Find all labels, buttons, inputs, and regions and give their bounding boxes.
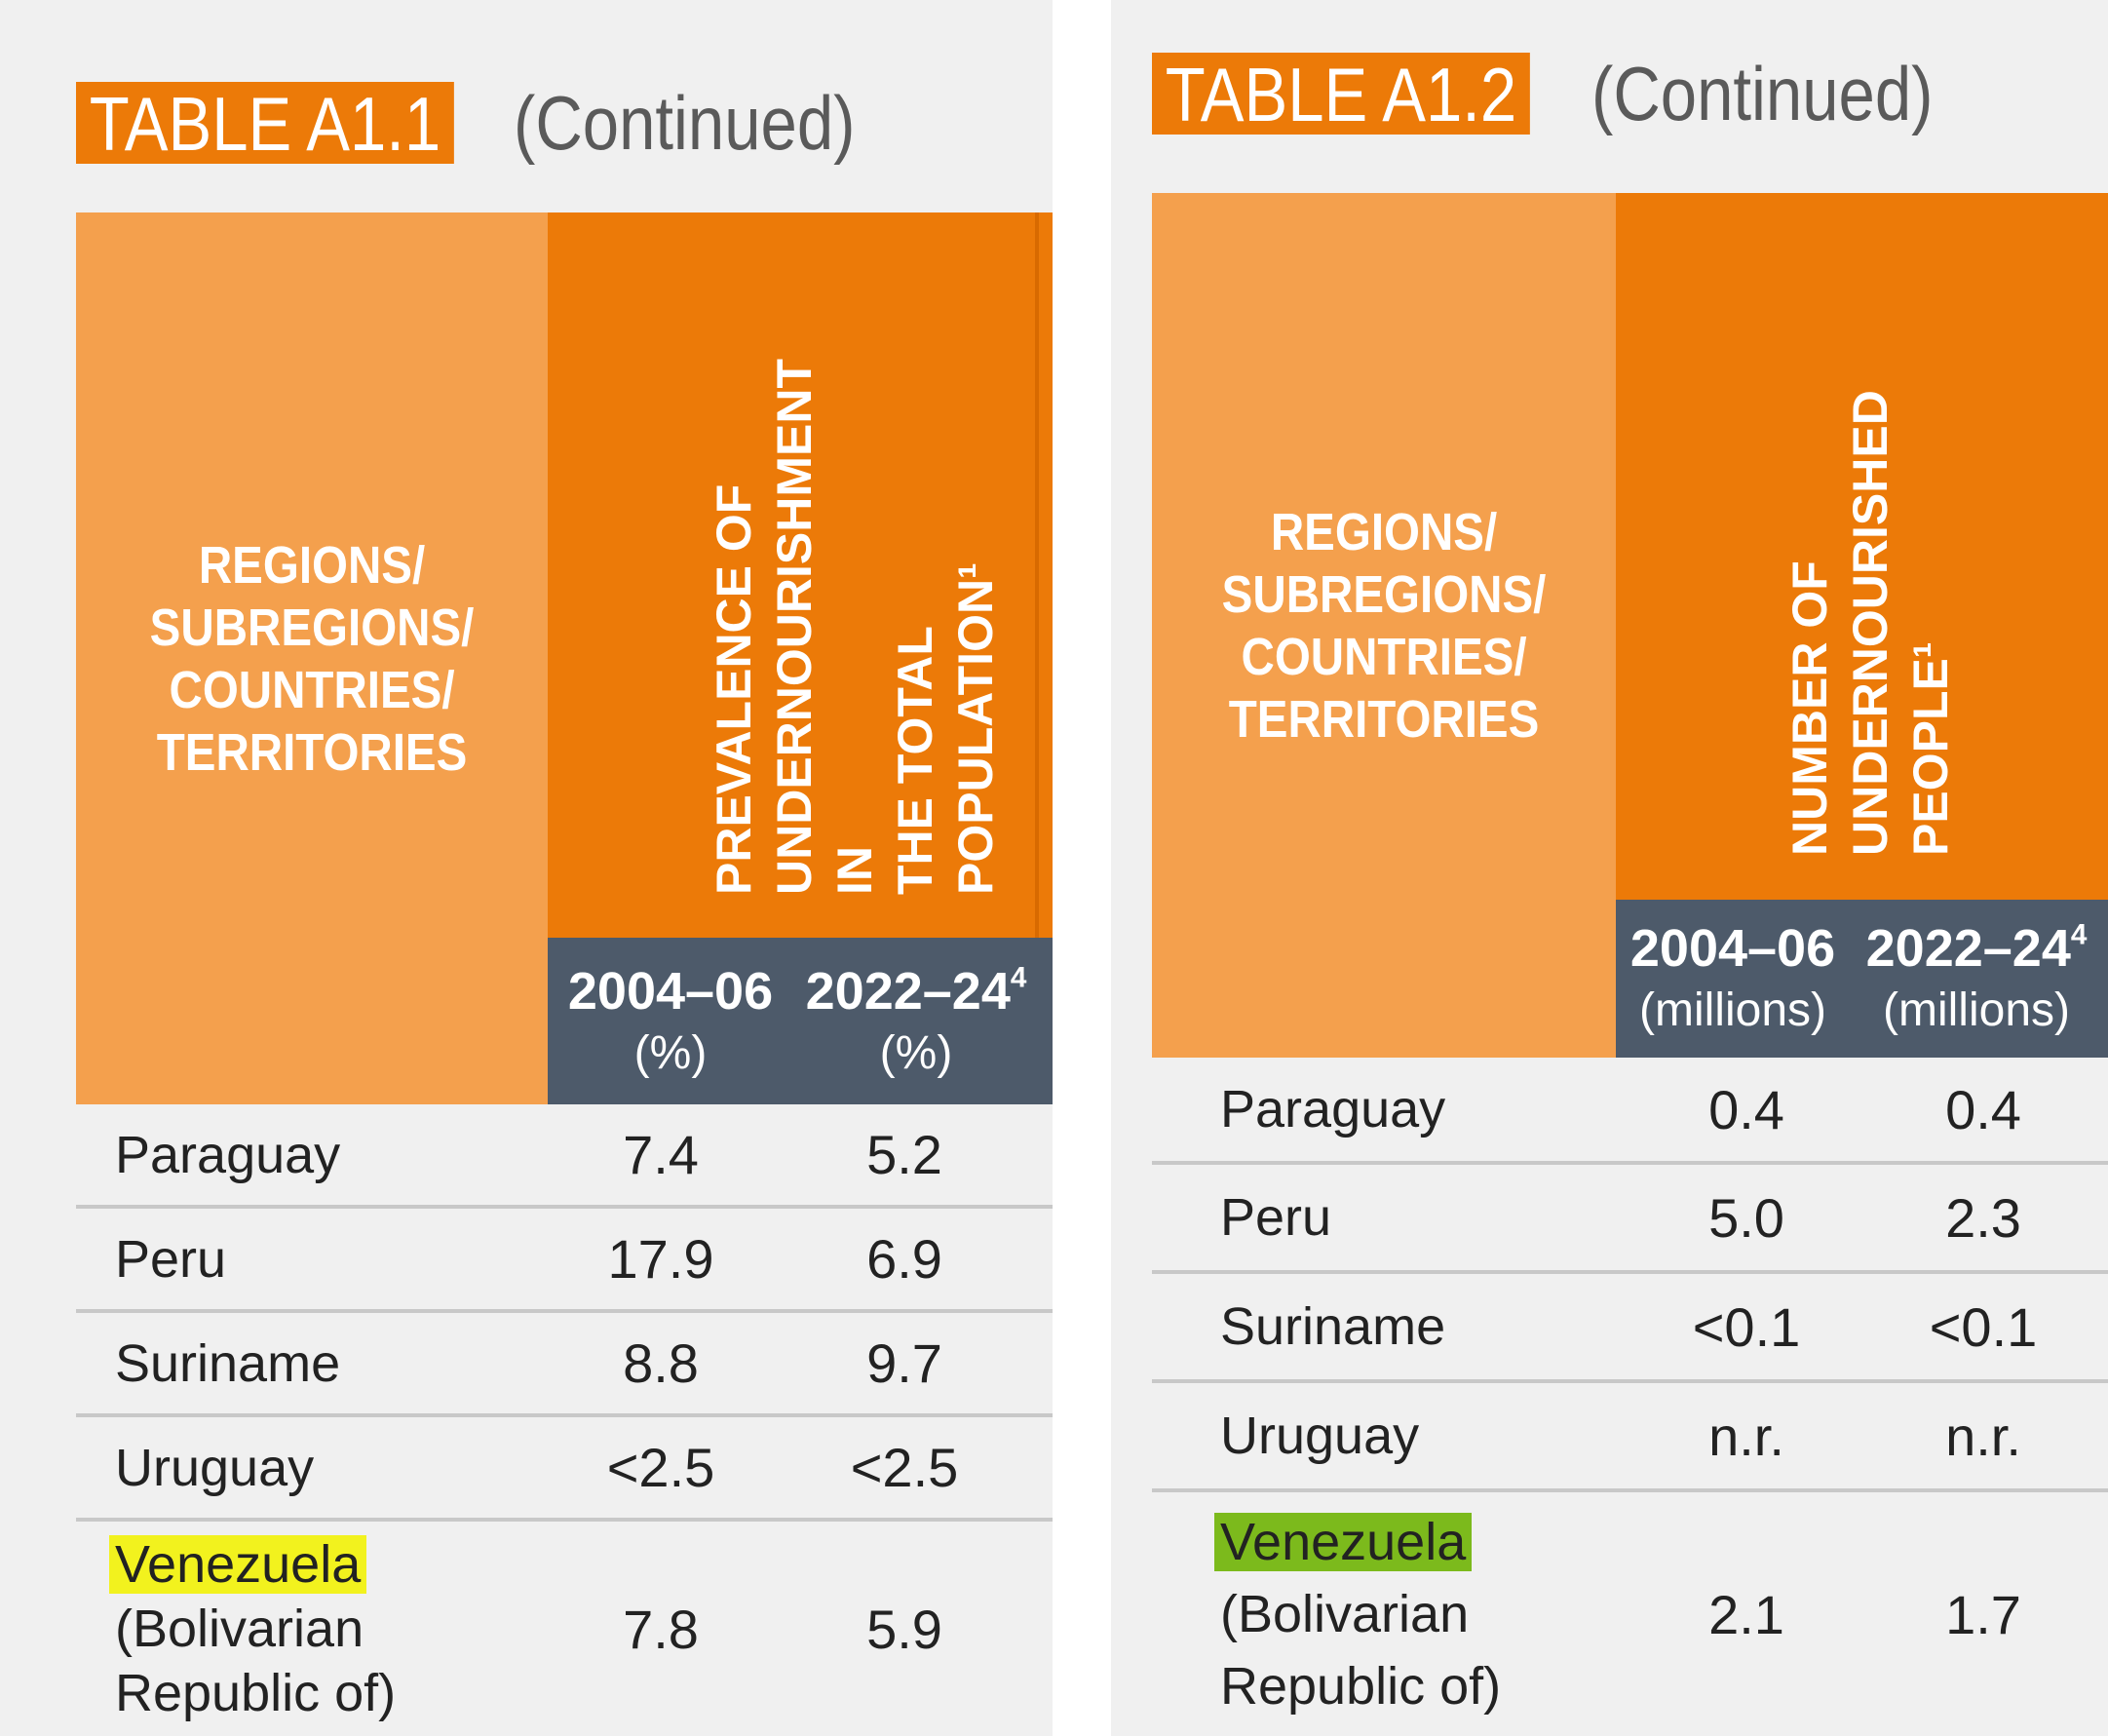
value-2022-24: 2.3: [1945, 1186, 2021, 1249]
table-row: Suriname 8.8 9.7: [76, 1313, 1053, 1417]
value-2022-24: 6.9: [866, 1228, 942, 1290]
measure-header: PREVALENCE OF UNDERNOURISHMENT IN THE TO…: [548, 212, 1053, 938]
table-a1-2-panel: TABLE A1.2 (Continued) REGIONS/ SUBREGIO…: [1111, 0, 2108, 1736]
table-row: Paraguay 7.4 5.2: [76, 1104, 1053, 1209]
region-column-header: REGIONS/ SUBREGIONS/ COUNTRIES/ TERRITOR…: [76, 212, 548, 1104]
country-name: Suriname: [1220, 1297, 1446, 1356]
footnote-marker: 4: [2070, 918, 2088, 951]
value-2022-24: <0.1: [1929, 1295, 2038, 1358]
table-a1-1-panel: TABLE A1.1 (Continued) REGIONS/ SUBREGIO…: [0, 0, 1053, 1736]
continued-label: (Continued): [514, 80, 856, 166]
year-col-1: 2004–06 (%): [548, 938, 793, 1104]
country-name-line-3: Republic of): [1220, 1657, 1502, 1716]
year-header-row: 2004–06 (millions) 2022–244 (millions): [1616, 900, 2108, 1058]
country-name: Peru: [1220, 1188, 1332, 1247]
year-col-1: 2004–06 (millions): [1616, 900, 1850, 1058]
country-name: Paraguay: [115, 1125, 341, 1184]
measure-header: NUMBER OF UNDERNOURISHED PEOPLE¹: [1616, 193, 2108, 900]
country-name: Peru: [115, 1229, 227, 1289]
value-2004-06: n.r.: [1708, 1405, 1784, 1467]
year-label: 2022–244: [1865, 918, 2088, 978]
country-name-line-3: Republic of): [115, 1664, 397, 1722]
year-label: 2004–06: [567, 961, 774, 1021]
value-2022-24: 9.7: [866, 1332, 942, 1394]
year-label: 2022–244: [805, 961, 1027, 1021]
value-2022-24: 0.4: [1945, 1078, 2021, 1140]
value-2004-06: <0.1: [1692, 1295, 1801, 1358]
country-name: Uruguay: [1220, 1407, 1420, 1465]
country-name: Venezuela (Bolivarian Republic of): [1214, 1492, 1502, 1736]
table-label: TABLE A1.2: [1152, 53, 1530, 135]
unit-label: (millions): [1883, 984, 2070, 1036]
country-name: Uruguay: [115, 1438, 315, 1497]
year-col-2: 2022–244 (millions): [1850, 900, 2103, 1058]
measure-header-text: NUMBER OF UNDERNOURISHED PEOPLE¹: [1782, 390, 1958, 856]
year-col-2: 2022–244 (%): [793, 938, 1039, 1104]
table-title: TABLE A1.2 (Continued): [1152, 53, 1989, 135]
country-name-line-2: (Bolivarian: [1220, 1585, 1470, 1643]
table-row: Uruguay <2.5 <2.5: [76, 1417, 1053, 1522]
unit-label: (%): [879, 1026, 953, 1079]
value-2004-06: 7.4: [623, 1124, 699, 1185]
value-2022-24: 5.2: [866, 1124, 942, 1185]
table-row: Suriname <0.1 <0.1: [1152, 1274, 2108, 1383]
value-2022-24: <2.5: [850, 1437, 959, 1498]
year-header-row: 2004–06 (%) 2022–244 (%): [548, 938, 1053, 1104]
value-2022-24: 1.7: [1945, 1583, 2021, 1645]
value-2004-06: 8.8: [623, 1332, 699, 1394]
measure-header-text: PREVALENCE OF UNDERNOURISHMENT IN THE TO…: [707, 359, 1003, 895]
region-header-text: REGIONS/ SUBREGIONS/ COUNTRIES/ TERRITOR…: [1221, 502, 1547, 749]
table-label: TABLE A1.1: [76, 82, 454, 164]
region-header-text: REGIONS/ SUBREGIONS/ COUNTRIES/ TERRITOR…: [149, 535, 475, 782]
value-2004-06: 5.0: [1708, 1186, 1784, 1249]
value-2004-06: 0.4: [1708, 1078, 1784, 1140]
table-row: Peru 5.0 2.3: [1152, 1165, 2108, 1274]
country-name-line-2: (Bolivarian: [115, 1600, 364, 1658]
table-title: TABLE A1.1 (Continued): [76, 82, 911, 164]
region-column-header: REGIONS/ SUBREGIONS/ COUNTRIES/ TERRITOR…: [1152, 193, 1616, 1058]
column-divider: [1035, 212, 1039, 1104]
table-row: Paraguay 0.4 0.4: [1152, 1058, 2108, 1165]
footnote-marker: 4: [1010, 961, 1027, 994]
value-2022-24: 5.9: [866, 1598, 942, 1660]
highlighted-country: Venezuela: [109, 1535, 367, 1594]
table-row: Venezuela (Bolivarian Republic of) 7.8 5…: [76, 1522, 1053, 1736]
table-row: Uruguay n.r. n.r.: [1152, 1383, 2108, 1492]
country-name: Venezuela (Bolivarian Republic of): [109, 1522, 397, 1736]
value-2022-24: n.r.: [1945, 1405, 2021, 1467]
unit-label: (millions): [1639, 984, 1826, 1036]
value-2004-06: 2.1: [1708, 1583, 1784, 1645]
table-row: Venezuela (Bolivarian Republic of) 2.1 1…: [1152, 1492, 2108, 1736]
table-row: Peru 17.9 6.9: [76, 1209, 1053, 1313]
value-2004-06: <2.5: [606, 1437, 715, 1498]
value-2004-06: 17.9: [607, 1228, 714, 1290]
continued-label: (Continued): [1591, 51, 1934, 136]
country-name: Paraguay: [1220, 1080, 1446, 1138]
country-name: Suriname: [115, 1333, 341, 1393]
highlighted-country: Venezuela: [1214, 1513, 1473, 1571]
unit-label: (%): [633, 1026, 708, 1079]
year-label: 2004–06: [1629, 919, 1836, 978]
value-2004-06: 7.8: [623, 1598, 699, 1660]
